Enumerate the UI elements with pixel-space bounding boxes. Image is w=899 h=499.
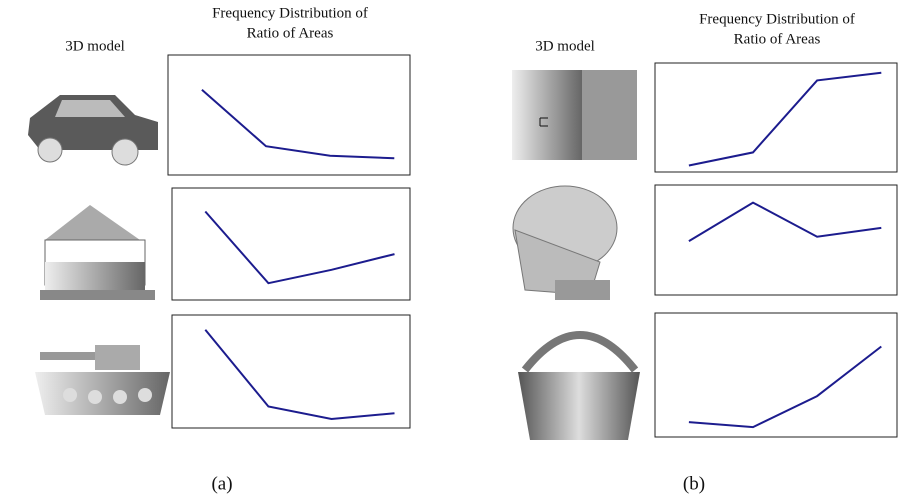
- line: [205, 212, 394, 284]
- car-model: [28, 95, 158, 165]
- head-model: [513, 186, 617, 300]
- line: [689, 347, 881, 428]
- tank-model: [35, 345, 170, 415]
- plot-frame: [655, 313, 897, 437]
- line: [689, 73, 881, 166]
- panel-label: (a): [211, 473, 232, 494]
- box-model: [512, 70, 637, 160]
- model-header: 3D model: [65, 38, 125, 54]
- line: [689, 203, 881, 242]
- line: [205, 330, 394, 419]
- figure: 3D model Frequency Distribution of Ratio…: [0, 0, 899, 499]
- plot-frame: [172, 188, 410, 300]
- model-header: 3D model: [535, 38, 595, 54]
- headphones-model: [518, 335, 640, 440]
- chart-header: Ratio of Areas: [734, 31, 821, 47]
- chart-header: Ratio of Areas: [247, 25, 334, 41]
- panel-label: (b): [683, 473, 705, 494]
- chart-header: Frequency Distribution of: [699, 11, 855, 27]
- plot-frame: [655, 63, 897, 172]
- gazebo-model: [40, 205, 155, 300]
- chart-header: Frequency Distribution of: [212, 5, 368, 21]
- line: [202, 90, 394, 158]
